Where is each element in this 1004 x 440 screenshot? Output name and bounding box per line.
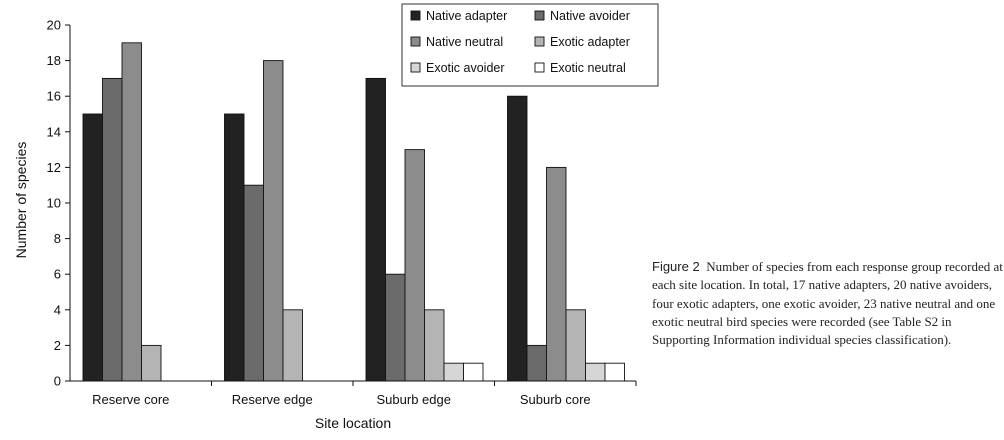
y-tick-label: 12	[47, 160, 61, 175]
legend-label: Exotic adapter	[550, 35, 630, 49]
legend-label: Native neutral	[426, 35, 503, 49]
legend: Native adapter Native avoider Native neutr…	[401, 3, 659, 87]
figure-caption: Figure 2 Number of species from each res…	[652, 258, 1004, 349]
y-tick-label: 20	[47, 18, 61, 33]
bar	[526, 344, 547, 382]
y-tick-label: 10	[47, 196, 61, 211]
y-tick-label: 6	[54, 267, 61, 282]
y-tick-label: 8	[54, 231, 61, 246]
x-tick-label: Suburb core	[520, 392, 591, 407]
legend-frame	[401, 3, 659, 87]
bar	[365, 77, 386, 382]
bar	[141, 344, 162, 382]
x-axis-ticks: Reserve core Reserve edge Suburb edge Subur…	[92, 381, 637, 407]
bar	[424, 309, 445, 382]
y-axis-title: Number of species	[13, 142, 29, 259]
bar	[604, 362, 625, 382]
x-tick-label: Suburb edge	[377, 392, 451, 407]
y-tick-label: 2	[54, 338, 61, 353]
bar	[282, 309, 303, 382]
legend-label: Native avoider	[550, 9, 630, 23]
legend-swatch	[410, 36, 421, 47]
legend-swatch	[534, 36, 545, 47]
legend-label: Exotic avoider	[426, 61, 505, 75]
x-tick-label: Reserve edge	[232, 392, 313, 407]
bar	[546, 166, 567, 382]
y-tick-label: 16	[47, 89, 61, 104]
x-tick-label: Reserve core	[92, 392, 169, 407]
bar	[121, 42, 142, 382]
bar	[263, 60, 284, 382]
bar	[463, 362, 484, 382]
bar-chart: 0 2 4 6 8 10 12 14 16 18 20 Reserve core Reserve ed…	[13, 3, 659, 431]
caption-label: Figure 2	[652, 259, 700, 274]
y-tick-label: 14	[47, 124, 61, 139]
bar	[243, 184, 264, 382]
x-axis-title: Site location	[315, 415, 391, 431]
bar	[404, 149, 425, 382]
legend-swatch	[534, 62, 545, 73]
bar	[82, 113, 103, 382]
bar	[224, 113, 245, 382]
bar	[443, 362, 464, 382]
bar	[102, 77, 123, 382]
bar	[385, 273, 406, 382]
caption-text: Number of species from each response gro…	[652, 259, 1003, 348]
bar	[565, 309, 586, 382]
bars	[82, 42, 625, 382]
y-axis-ticks: 0 2 4 6 8 10 12 14 16 18 20	[47, 18, 70, 389]
y-tick-label: 0	[54, 374, 61, 389]
legend-swatch	[534, 10, 545, 21]
legend-swatch	[410, 10, 421, 21]
y-tick-label: 4	[54, 302, 61, 317]
bar	[507, 95, 528, 382]
legend-label: Exotic neutral	[550, 61, 626, 75]
legend-swatch	[410, 62, 421, 73]
bar	[585, 362, 606, 382]
y-tick-label: 18	[47, 53, 61, 68]
legend-label: Native adapter	[426, 9, 507, 23]
